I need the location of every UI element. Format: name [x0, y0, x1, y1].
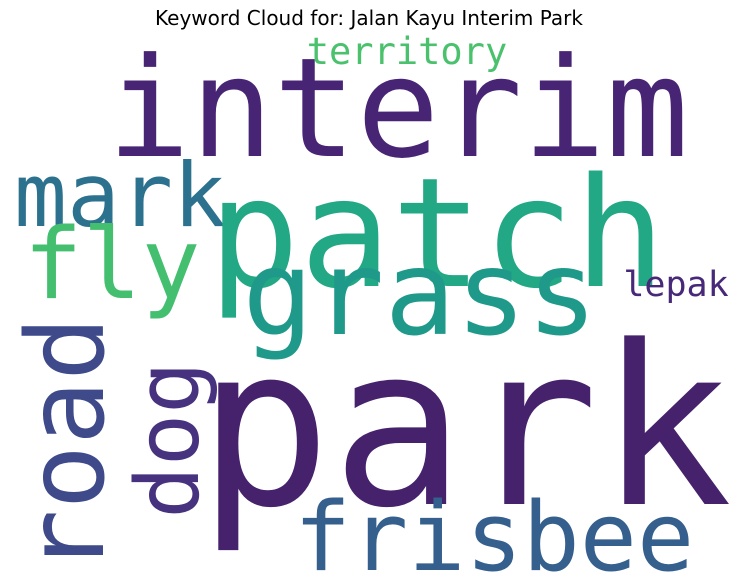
word-interim: interim: [107, 28, 689, 189]
word-park: park: [198, 299, 733, 557]
word-frisbee: frisbee: [294, 483, 694, 583]
word-road: road: [5, 316, 129, 574]
word-mark: mark: [14, 144, 226, 247]
word-territory: territory: [307, 30, 507, 73]
word-lepak: lepak: [623, 265, 728, 305]
word-patch: patch: [208, 145, 666, 322]
word-grass: grass: [242, 224, 597, 362]
chart-title: Keyword Cloud for: Jalan Kayu Interim Pa…: [155, 6, 583, 30]
word-dog: dog: [117, 361, 219, 518]
word-fly: fly: [23, 208, 200, 322]
